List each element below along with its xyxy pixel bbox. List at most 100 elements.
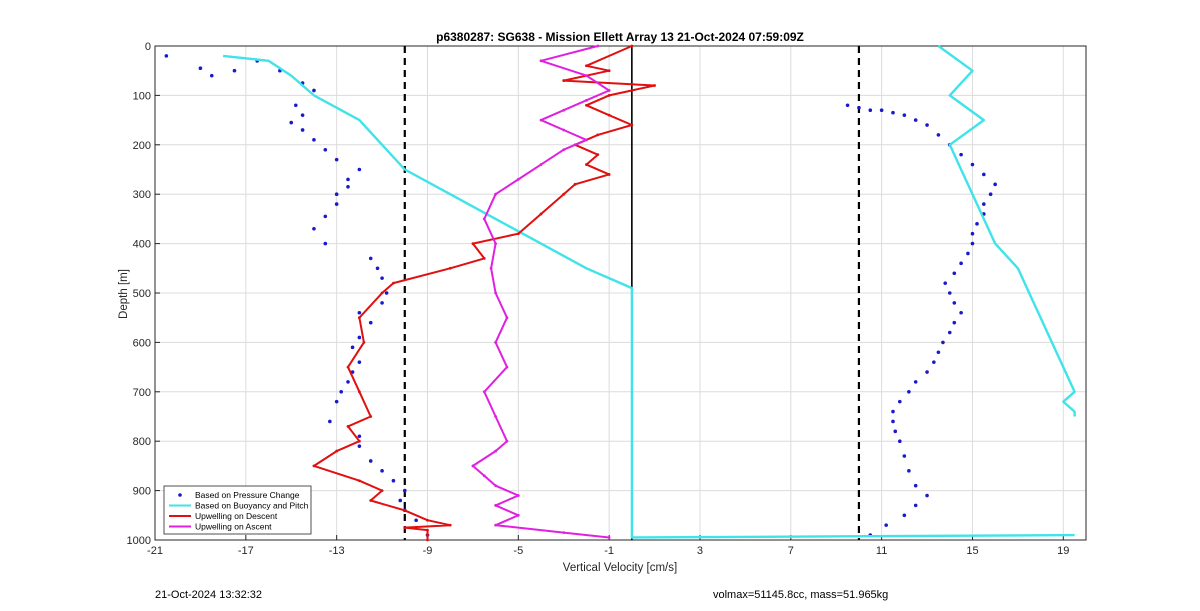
series-3-point [505,365,509,369]
x-tick-label-8: 11 [876,545,887,557]
series-2-point [596,153,600,157]
series-0-descent-point [232,68,237,73]
series-2-point [539,212,543,216]
series-3-point [505,439,509,443]
series-2-point [346,424,350,428]
series-1-ascent-line [937,45,1076,417]
series-3-point [482,390,486,394]
series-3-point [494,291,498,295]
series-3-point [489,266,493,270]
series-0-ascent-point [975,222,979,226]
series-0-descent-point [368,320,373,325]
x-tick-label-10: 19 [1057,545,1069,557]
series-0-descent-point [357,335,362,340]
series-0-ascent-point [845,103,850,108]
series-2-point [653,84,656,87]
x-tick-label-7: 7 [788,545,794,557]
x-tick-label-5: -1 [604,545,614,557]
series-0-ascent-point [913,380,918,384]
series-0-ascent-point [925,370,929,374]
series-3-point [562,108,566,112]
series-0-ascent-point [902,513,907,518]
y-tick-label-1: 100 [133,90,151,102]
series-2-point [482,257,486,260]
series-0-descent-point [312,138,316,142]
series-0-descent-point [346,380,350,384]
series-0-descent-point [334,202,339,206]
series-3-point [494,341,498,344]
series-3-point [494,484,498,488]
series-3-point [585,138,588,142]
series-3-point [585,98,588,102]
series-2-point [448,266,452,270]
series-0-descent-point [339,390,344,394]
series-2-line [313,45,656,540]
series-0-descent-point [300,113,305,117]
series-2-point [403,508,407,512]
series-0-ascent-point [891,110,895,115]
series-3-point [494,523,498,527]
series-0-descent-point [357,360,362,364]
series-2-point [362,341,366,344]
series-3-point [471,464,475,468]
series-0-descent-point [368,256,373,261]
series-2-point [630,123,634,127]
series-0-ascent-point [893,429,898,434]
series-3-point [516,513,520,517]
series-0-descent-point [334,157,339,162]
series-2-point [357,390,361,394]
y-tick-label-4: 400 [133,239,151,251]
series-2-point [403,526,407,530]
series-2-point [392,281,395,285]
series-0-descent-point [380,301,384,305]
plot-area: -21 -17 -13 -9 -5 -1 3 7 11 15 1901002003004005006… [127,41,1087,557]
series-0-descent-point [375,266,380,271]
x-tick-label-3: -9 [423,545,433,557]
series-0-descent-point [328,419,332,424]
series-0-descent-point [368,459,373,463]
series-2-point [562,192,566,196]
series-3-point [539,59,543,63]
series-3-point [607,89,611,92]
series-2-point [607,173,611,176]
legend-entry-1: Based on Buoyancy and Pitch [195,501,309,511]
series-0-descent-point [312,88,316,93]
series-0-ascent-point [970,241,975,246]
footer-timestamp: 21-Oct-2024 13:32:32 [155,589,263,601]
series-0-descent-point [357,434,362,439]
series-0-descent-point [350,345,355,350]
series-0-ascent-point [925,123,929,127]
series-3-point [585,74,588,78]
series-0-ascent-point [952,320,957,325]
x-tick-label-6: 3 [697,545,703,557]
series-3-point [516,494,520,497]
series-0-ascent-point [907,469,911,473]
series-2-point [516,232,520,236]
series-2-point [369,415,373,418]
series-0-ascent-point [947,330,952,335]
series-2-point [607,94,611,97]
x-tick-label-9: 15 [966,545,978,557]
x-tick-label-0: -21 [147,545,163,557]
y-tick-label-3: 300 [133,189,151,201]
series-2-point [607,69,611,73]
series-3-point [539,118,543,122]
y-tick-label-10: 1000 [127,535,151,547]
series-2-point [335,449,339,453]
footer-volmax-mass: volmax=51145.8cc, mass=51.965kg [713,589,889,601]
series-0-descent-point [384,291,389,295]
series-2-point [312,464,316,468]
legend-entry-3: Upwelling on Ascent [195,522,272,532]
series-0-descent-point [289,120,294,125]
series-0-ascent-point [913,118,918,122]
series-0-descent-point [380,469,384,473]
series-0-ascent-point [884,523,888,527]
series-0-descent-point [164,54,169,58]
series-0-descent-point [323,147,328,152]
series-3-point [596,44,600,48]
series-2-point [607,113,611,117]
y-tick-label-2: 200 [133,140,151,152]
velocity-depth-chart: p6380287: SG638 - Mission Ellett Array 1… [118,30,1087,574]
series-2-point [357,479,361,483]
series-0-descent-point [346,177,350,182]
